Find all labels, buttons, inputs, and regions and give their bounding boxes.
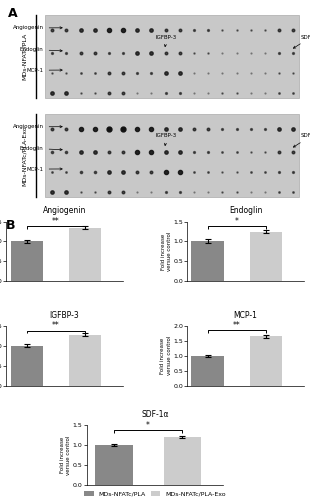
Text: MDs-NFATc/PLA-Exo: MDs-NFATc/PLA-Exo — [22, 126, 27, 186]
Text: Angiogenin: Angiogenin — [13, 26, 62, 30]
Y-axis label: Fold increase
versue control: Fold increase versue control — [161, 232, 172, 271]
Bar — [250, 232, 282, 281]
Text: Angiogenin: Angiogenin — [13, 124, 62, 130]
Text: **: ** — [52, 217, 60, 226]
Text: SDF-1α: SDF-1α — [293, 34, 310, 48]
Text: SDF-1α: SDF-1α — [293, 134, 310, 147]
Bar — [11, 242, 43, 281]
Title: SDF-1α: SDF-1α — [141, 410, 169, 419]
Text: Endoglin: Endoglin — [20, 146, 62, 151]
Text: A: A — [8, 7, 18, 20]
Bar — [250, 336, 282, 386]
Text: **: ** — [233, 320, 241, 330]
Title: MCP-1: MCP-1 — [233, 310, 257, 320]
Title: Endoglin: Endoglin — [229, 206, 262, 216]
Text: **: ** — [52, 321, 60, 330]
Bar — [69, 334, 101, 386]
Text: MCP-1: MCP-1 — [27, 166, 62, 172]
Text: IGFBP-3: IGFBP-3 — [156, 134, 177, 145]
Title: IGFBP-3: IGFBP-3 — [50, 310, 79, 320]
Text: MCP-1: MCP-1 — [27, 68, 62, 72]
Text: *: * — [235, 217, 239, 226]
Title: Angiogenin: Angiogenin — [43, 206, 86, 216]
Legend: MDs-NFATc/PLA, MDs-NFATc/PLA-Exo: MDs-NFATc/PLA, MDs-NFATc/PLA-Exo — [84, 491, 226, 497]
Bar — [192, 356, 224, 386]
Text: *: * — [146, 420, 150, 430]
Text: IGFBP-3: IGFBP-3 — [156, 34, 177, 46]
Y-axis label: Fold increase
versue control: Fold increase versue control — [161, 336, 172, 376]
Bar — [95, 445, 133, 485]
Bar — [192, 242, 224, 281]
Bar — [45, 16, 299, 98]
Text: MDs-NFATc/PLA: MDs-NFATc/PLA — [22, 33, 27, 80]
Bar — [69, 228, 101, 281]
Text: Endoglin: Endoglin — [20, 47, 62, 52]
Bar — [45, 114, 299, 197]
Text: B: B — [6, 219, 16, 232]
Bar — [164, 438, 201, 485]
Y-axis label: Fold increase
versue control: Fold increase versue control — [60, 436, 71, 475]
Bar — [11, 346, 43, 386]
